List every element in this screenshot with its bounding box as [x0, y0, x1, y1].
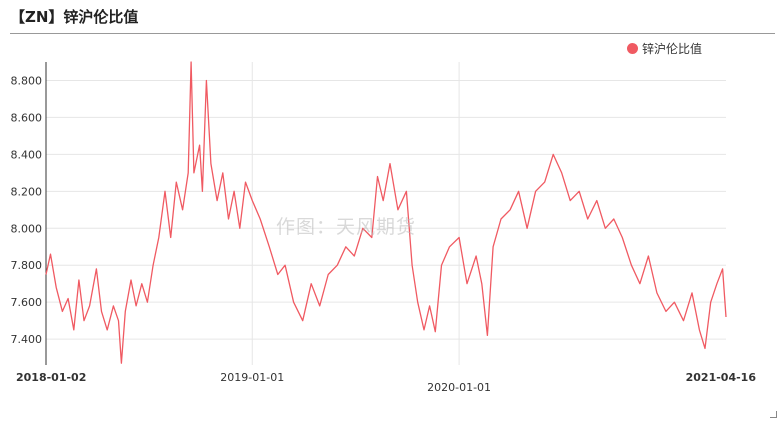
resize-corner	[770, 411, 777, 418]
y-tick-label: 8.800	[11, 74, 43, 87]
chart-title: 【ZN】锌沪伦比值	[10, 8, 139, 26]
x-tick-label: 2020-01-01	[427, 381, 491, 394]
x-tick-label: 2021-04-16	[686, 371, 757, 384]
watermark-text: 作图：天风期货	[276, 216, 417, 238]
legend[interactable]: 锌沪伦比值	[627, 40, 702, 57]
series-line-0	[45, 61, 727, 364]
legend-swatch	[627, 43, 638, 54]
y-tick-label: 8.000	[11, 222, 43, 235]
y-axis-ticks: 7.400 7.600 7.800 8.000 8.200 8.400 8.600 8.800	[11, 74, 43, 346]
y-tick-label: 8.400	[11, 148, 43, 161]
y-tick-label: 7.600	[11, 296, 43, 309]
x-tick-label: 2018-01-02	[16, 371, 86, 384]
series-group	[45, 61, 727, 364]
y-tick-label: 7.400	[11, 333, 43, 346]
y-tick-label: 7.800	[11, 259, 43, 272]
title-divider	[10, 33, 775, 34]
grid-lines	[46, 62, 726, 365]
legend-label: 锌沪伦比值	[642, 42, 703, 56]
y-tick-label: 8.600	[11, 111, 43, 124]
x-axis-ticks: 2018-01-02 2019-01-01 2020-01-01 2021-04-16	[16, 371, 756, 394]
y-tick-label: 8.200	[11, 185, 43, 198]
x-tick-label: 2019-01-01	[220, 371, 284, 384]
